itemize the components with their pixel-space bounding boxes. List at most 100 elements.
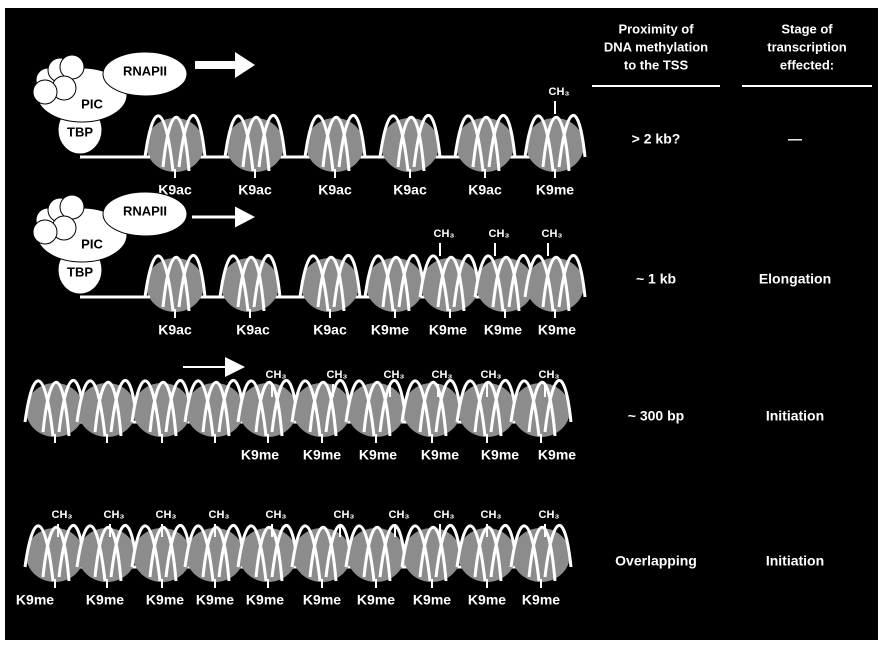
histone-label: K9me (538, 447, 576, 463)
factor (60, 55, 84, 79)
complex-label: PIC (81, 96, 103, 111)
complex-label: TBP (67, 264, 93, 279)
nucleosome (226, 118, 284, 172)
nucleosome (476, 258, 534, 312)
histone-label: K9me (484, 322, 522, 338)
nucleosome (293, 528, 351, 582)
proximity-header: DNA methylation (604, 39, 708, 54)
histone-label: K9me (429, 322, 467, 338)
complex-label: PIC (81, 236, 103, 251)
nucleosome (26, 383, 84, 437)
nucleosome (133, 383, 191, 437)
nucleosome (421, 258, 479, 312)
stage: — (788, 131, 802, 147)
histone-label: K9me (241, 447, 279, 463)
histone-label: K9ac (236, 322, 270, 338)
methyl-label: CH₃ (266, 369, 287, 381)
histone-label: K9me (468, 592, 506, 608)
diagram: Proximity of DNA methylation to the TSS … (0, 0, 883, 646)
histone-label: K9me (246, 592, 284, 608)
nucleosome (456, 118, 514, 172)
histone-label: K9ac (158, 322, 192, 338)
methyl-label: CH₃ (539, 509, 560, 521)
histone-label: K9ac (238, 182, 272, 198)
methyl-label: CH₃ (266, 509, 287, 521)
nucleosome (146, 258, 204, 312)
nucleosome (78, 383, 136, 437)
nucleosome (301, 258, 359, 312)
methyl-label: CH₃ (209, 509, 230, 521)
methyl-label: CH₃ (549, 86, 570, 98)
methyl-label: CH₃ (384, 369, 405, 381)
complex-label: RNAPII (123, 203, 167, 218)
histone-label: K9me (371, 322, 409, 338)
methyl-label: CH₃ (434, 509, 455, 521)
factor (33, 220, 57, 244)
histone-label: K9me (359, 447, 397, 463)
nucleosome (526, 258, 584, 312)
nucleosome (403, 528, 461, 582)
histone-label: K9me (538, 322, 576, 338)
nucleosome (526, 118, 584, 172)
stage: Initiation (766, 408, 824, 424)
histone-label: K9me (303, 592, 341, 608)
complex-label: TBP (67, 124, 93, 139)
nucleosome (381, 118, 439, 172)
histone-label: K9me (146, 592, 184, 608)
proximity: ~ 1 kb (636, 271, 676, 287)
histone-label: K9me (481, 447, 519, 463)
proximity: > 2 kb? (632, 131, 681, 147)
nucleosome (239, 528, 297, 582)
histone-label: K9me (196, 592, 234, 608)
proximity: ~ 300 bp (628, 408, 684, 424)
histone-label: K9ac (313, 322, 347, 338)
histone-label: K9me (16, 592, 54, 608)
histone-label: K9ac (318, 182, 352, 198)
stage: Initiation (766, 553, 824, 569)
histone-label: K9ac (393, 182, 427, 198)
nucleosome (78, 528, 136, 582)
histone-label: K9me (303, 447, 341, 463)
histone-label: K9me (86, 592, 124, 608)
methyl-label: CH₃ (334, 509, 355, 521)
nucleosome (221, 258, 279, 312)
nucleosome (512, 383, 570, 437)
histone-label: K9me (522, 592, 560, 608)
proximity-header: Proximity of (618, 21, 694, 36)
proximity-header: to the TSS (624, 57, 689, 72)
methyl-label: CH₃ (542, 228, 563, 240)
nucleosome (239, 383, 297, 437)
stage-header: transcription (767, 39, 847, 54)
methyl-label: CH₃ (104, 509, 125, 521)
histone-label: K9me (536, 182, 574, 198)
methyl-label: CH₃ (389, 509, 410, 521)
nucleosome (347, 383, 405, 437)
nucleosome (347, 528, 405, 582)
methyl-label: CH₃ (489, 228, 510, 240)
stage: Elongation (759, 271, 831, 287)
nucleosome (293, 383, 351, 437)
methyl-label: CH₃ (539, 369, 560, 381)
methyl-label: CH₃ (432, 369, 453, 381)
methyl-label: CH₃ (481, 509, 502, 521)
stage-header: Stage of (781, 21, 833, 36)
stage-header: effected: (780, 57, 834, 72)
histone-label: K9me (421, 447, 459, 463)
nucleosome (186, 383, 244, 437)
nucleosome (512, 528, 570, 582)
factor (33, 80, 57, 104)
histone-label: K9me (357, 592, 395, 608)
methyl-label: CH₃ (434, 228, 455, 240)
nucleosome (403, 383, 461, 437)
methyl-label: CH₃ (327, 369, 348, 381)
proximity: Overlapping (615, 553, 697, 569)
histone-label: K9ac (468, 182, 502, 198)
methyl-label: CH₃ (156, 509, 177, 521)
nucleosome (306, 118, 364, 172)
factor (60, 195, 84, 219)
methyl-label: CH₃ (52, 509, 73, 521)
histone-label: K9me (413, 592, 451, 608)
nucleosome (146, 118, 204, 172)
complex-label: RNAPII (123, 63, 167, 78)
methyl-label: CH₃ (481, 369, 502, 381)
